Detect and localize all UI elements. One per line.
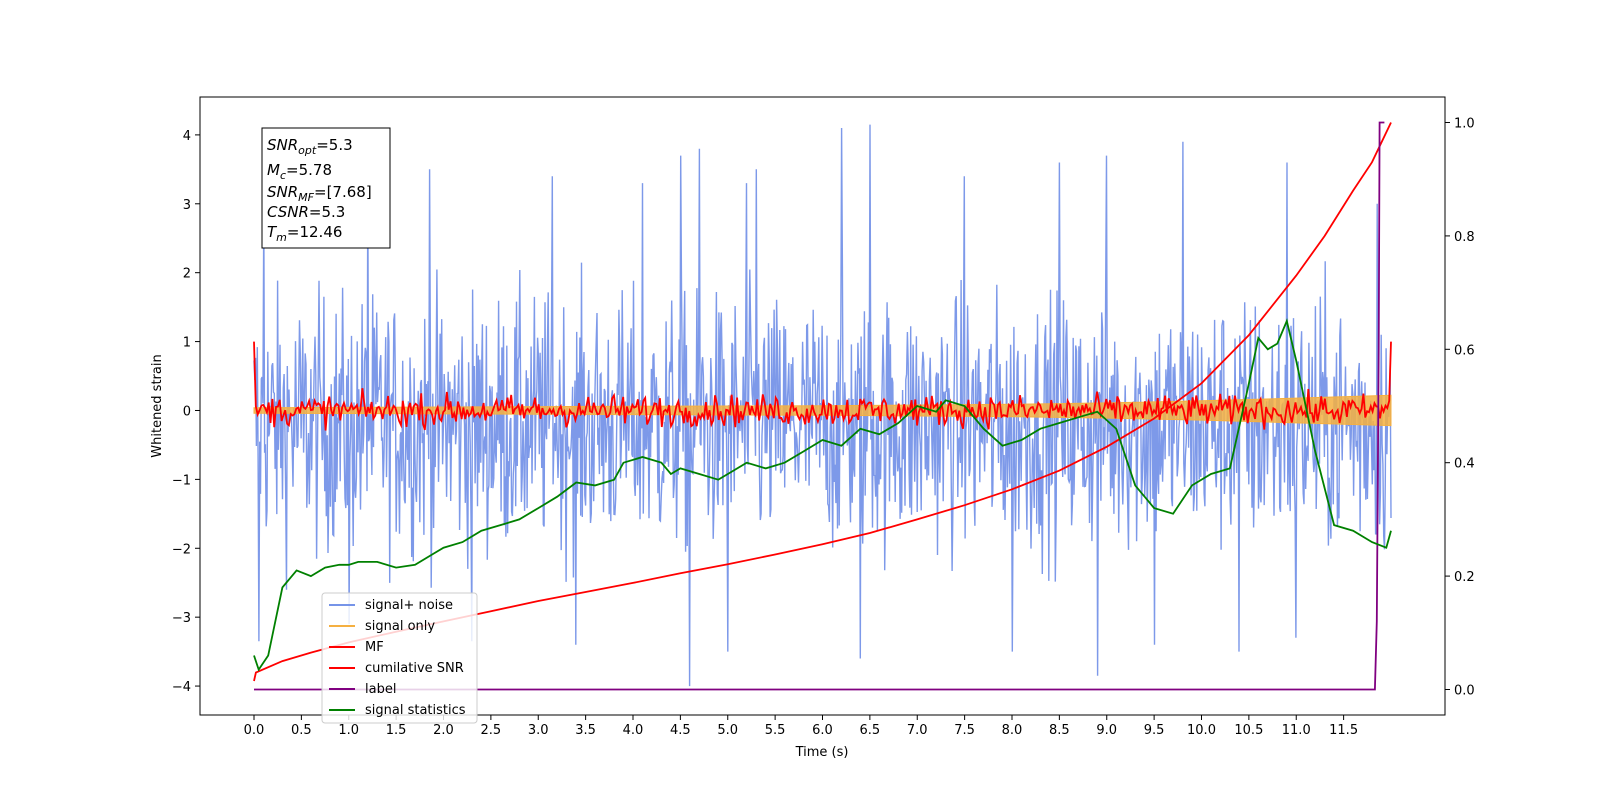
x-tick-label: 11.5 bbox=[1329, 723, 1358, 738]
x-tick-label: 6.0 bbox=[812, 723, 833, 738]
axes: 0.0 0.5 1.0 1.5 2.0 2.5 3.0 3.5 4.0 4.5 5.0 5.5 6.0 6… bbox=[172, 117, 1475, 738]
legend-label-cumulative-snr: cumilative SNR bbox=[365, 661, 464, 676]
info-line-tm: Tm=12.46 bbox=[267, 223, 342, 244]
y-tick-label: 4 bbox=[183, 129, 191, 144]
y-tick-label: −4 bbox=[172, 680, 191, 695]
y-tick-label: 1 bbox=[183, 336, 191, 351]
x-tick-label: 4.5 bbox=[670, 723, 691, 738]
y2-tick-label: 0.6 bbox=[1454, 343, 1475, 358]
info-line-mc: Mc=5.78 bbox=[267, 161, 332, 182]
y2-tick-label: 0.2 bbox=[1454, 570, 1475, 585]
info-line-snr-mf: SNRMF=[7.68] bbox=[267, 183, 372, 204]
legend-frame bbox=[321, 592, 478, 724]
series-signal-statistics bbox=[253, 318, 1392, 672]
x-tick-label: 7.0 bbox=[907, 723, 928, 738]
x-tick-label: 6.5 bbox=[860, 723, 881, 738]
legend: signal+ noise signal only MF cumilative … bbox=[321, 592, 478, 724]
info-line-csnr: CSNR=5.3 bbox=[267, 203, 345, 221]
x-tick-label: 5.5 bbox=[765, 723, 786, 738]
x-tick-label: 8.5 bbox=[1049, 723, 1070, 738]
x-tick-label: 0.0 bbox=[244, 723, 265, 738]
x-tick-label: 4.0 bbox=[623, 723, 644, 738]
y-tick-label: −1 bbox=[172, 473, 191, 488]
x-tick-label: 9.0 bbox=[1096, 723, 1117, 738]
info-line-snr-opt: SNRopt=5.3 bbox=[267, 136, 353, 157]
y-axis-label: Whitened strain bbox=[150, 354, 165, 457]
legend-label-signal-statistics: signal statistics bbox=[365, 703, 466, 718]
info-box: SNRopt=5.3 Mc=5.78 SNRMF=[7.68] CSNR=5.3… bbox=[261, 127, 391, 249]
plot-area bbox=[253, 121, 1392, 691]
y-tick-label: −3 bbox=[172, 611, 191, 626]
x-tick-label: 10.5 bbox=[1234, 723, 1263, 738]
x-tick-label: 5.0 bbox=[717, 723, 738, 738]
y2-tick-label: 0.0 bbox=[1454, 683, 1475, 698]
y-tick-label: 3 bbox=[183, 198, 191, 213]
y2-tick-label: 0.4 bbox=[1454, 457, 1475, 472]
x-tick-label: 2.0 bbox=[433, 723, 454, 738]
x-tick-label: 3.0 bbox=[528, 723, 549, 738]
x-tick-label: 8.0 bbox=[1002, 723, 1023, 738]
y2-tick-label: 0.8 bbox=[1454, 230, 1475, 245]
y-tick-label: −2 bbox=[172, 542, 191, 557]
x-tick-label: 11.0 bbox=[1282, 723, 1311, 738]
legend-label-label: label bbox=[365, 682, 396, 697]
x-tick-label: 0.5 bbox=[291, 723, 312, 738]
x-tick-label: 10.0 bbox=[1187, 723, 1216, 738]
series-mf bbox=[253, 341, 1392, 431]
legend-label-signal-noise: signal+ noise bbox=[365, 598, 453, 613]
y-tick-label: 0 bbox=[183, 404, 191, 419]
x-tick-label: 7.5 bbox=[954, 723, 975, 738]
legend-label-mf: MF bbox=[365, 640, 384, 655]
y2-tick-label: 1.0 bbox=[1454, 117, 1475, 132]
series-label bbox=[254, 121, 1385, 691]
x-tick-label: 1.0 bbox=[338, 723, 359, 738]
series-signal-noise bbox=[253, 124, 1392, 687]
x-tick-label: 9.5 bbox=[1144, 723, 1165, 738]
x-tick-label: 2.5 bbox=[481, 723, 502, 738]
legend-label-signal-only: signal only bbox=[365, 619, 435, 634]
y-tick-label: 2 bbox=[183, 267, 191, 282]
x-axis-label: Time (s) bbox=[795, 745, 849, 760]
x-tick-label: 3.5 bbox=[575, 723, 596, 738]
x-tick-label: 1.5 bbox=[386, 723, 407, 738]
